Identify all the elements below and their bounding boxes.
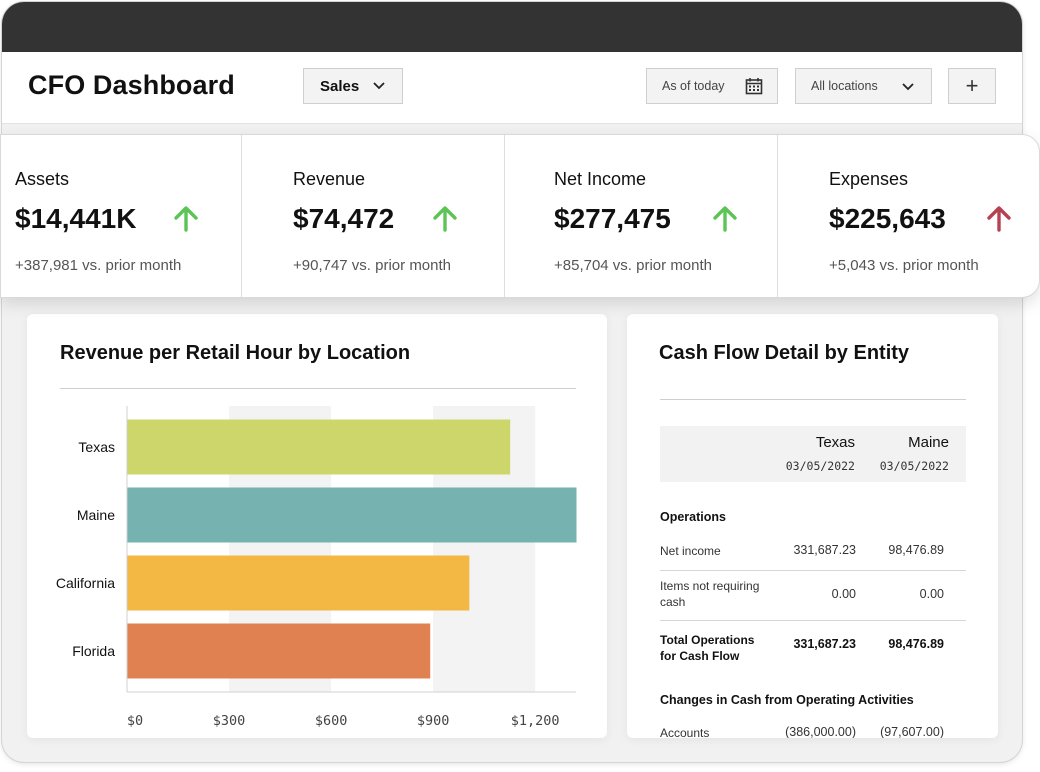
date-filter-label: As of today (662, 79, 725, 93)
kpi-delta: +90,747 vs. prior month (293, 257, 452, 274)
cash-flow-table-header: Texas 03/05/2022 Maine 03/05/2022 (660, 426, 966, 482)
divider (60, 388, 576, 389)
category-label: Texas (78, 439, 115, 455)
table-row: Accounts (386,000.00) (97,607.00) (660, 725, 966, 738)
revenue-chart-title: Revenue per Retail Hour by Location (60, 342, 411, 364)
kpi-label: Net Income (554, 169, 647, 189)
arrow-up-icon (987, 206, 1011, 232)
arrow-up-icon (433, 206, 457, 232)
category-label: California (56, 575, 115, 591)
row-label: Items not requiring cash (660, 579, 760, 609)
divider (660, 620, 966, 621)
maine-value: (97,607.00) (880, 725, 944, 738)
kpi-value: $14,441K (15, 203, 137, 234)
arrow-up-icon (713, 206, 737, 232)
app-window: CFO Dashboard Sales As of today (2, 2, 1022, 762)
changes-heading: Changes in Cash from Operating Activitie… (660, 693, 914, 707)
entity-date: 03/05/2022 (785, 459, 855, 473)
location-filter-label: All locations (811, 79, 878, 93)
category-label: Florida (72, 643, 115, 659)
category-label: Maine (77, 507, 115, 523)
entity-column-maine: Maine 03/05/2022 (880, 434, 949, 473)
kpi-revenue: Revenue $74,472 +90,747 vs. prior month (242, 135, 505, 297)
divider (660, 399, 966, 400)
kpi-label: Assets (15, 169, 70, 189)
page-title: CFO Dashboard (28, 70, 235, 100)
kpi-value: $277,475 (554, 203, 671, 234)
x-tick-label: $300 (213, 713, 246, 729)
entity-name: Maine (908, 434, 949, 451)
maine-value: 0.00 (919, 587, 944, 601)
x-tick-label: $600 (315, 713, 348, 729)
report-select-dropdown[interactable]: Sales (303, 68, 403, 104)
table-row: Net income 331,687.23 98,476.89 (660, 543, 966, 563)
date-filter[interactable]: As of today (646, 68, 778, 104)
entity-name: Texas (815, 434, 855, 451)
table-row-total: Total Operations for Cash Flow 331,687.2… (660, 632, 966, 666)
row-label: Accounts (660, 726, 710, 738)
window-titlebar (2, 2, 1022, 52)
cash-flow-title: Cash Flow Detail by Entity (659, 342, 910, 364)
maine-value: 98,476.89 (888, 637, 944, 651)
operations-heading: Operations (660, 510, 726, 524)
texas-value: 331,687.23 (793, 637, 856, 651)
kpi-value: $74,472 (293, 203, 395, 234)
kpi-delta: +387,981 vs. prior month (15, 257, 182, 274)
divider (660, 570, 966, 571)
texas-value: (386,000.00) (785, 725, 856, 738)
entity-date: 03/05/2022 (879, 459, 949, 473)
kpi-strip: Assets $14,441K +387,981 vs. prior month… (0, 134, 1040, 298)
texas-value: 331,687.23 (793, 543, 856, 557)
x-tick-label: $0 (127, 713, 143, 729)
table-row: Items not requiring cash 0.00 0.00 (660, 578, 966, 612)
bar-california (127, 555, 470, 611)
entity-column-texas: Texas 03/05/2022 (786, 434, 855, 473)
kpi-label: Revenue (293, 169, 366, 189)
revenue-bar-chart: Texas Maine California Florida $0 $300 $600 $90… (56, 406, 577, 729)
bar-florida (127, 623, 431, 679)
chevron-down-icon (902, 83, 914, 91)
kpi-value: $225,643 (829, 203, 946, 234)
kpi-label: Expenses (829, 169, 909, 189)
row-label: Total Operations for Cash Flow (660, 633, 755, 663)
cash-flow-card: Cash Flow Detail by Entity Texas 03/05/2… (627, 314, 998, 738)
report-select-label: Sales (320, 77, 360, 95)
kpi-net-income: Net Income $277,475 +85,704 vs. prior mo… (505, 135, 778, 297)
chevron-down-icon (373, 82, 385, 90)
revenue-chart-card: Revenue per Retail Hour by Location Texa… (27, 314, 607, 738)
x-tick-label: $1,200 (511, 713, 560, 729)
texas-value: 0.00 (831, 587, 856, 601)
maine-value: 98,476.89 (888, 543, 944, 557)
bar-texas (127, 419, 511, 475)
bar-maine (127, 487, 577, 543)
kpi-assets: Assets $14,441K +387,981 vs. prior month (1, 135, 242, 297)
x-tick-label: $900 (417, 713, 450, 729)
add-widget-button[interactable]: + (948, 68, 996, 104)
arrow-up-icon (174, 206, 198, 232)
dashboard-header: CFO Dashboard Sales As of today (2, 52, 1022, 124)
kpi-expenses: Expenses $225,643 +5,043 vs. prior month (778, 135, 1039, 297)
kpi-delta: +85,704 vs. prior month (554, 257, 713, 274)
kpi-delta: +5,043 vs. prior month (829, 257, 979, 274)
location-filter-dropdown[interactable]: All locations (795, 68, 932, 104)
calendar-icon (745, 78, 763, 95)
row-label: Net income (660, 544, 721, 558)
